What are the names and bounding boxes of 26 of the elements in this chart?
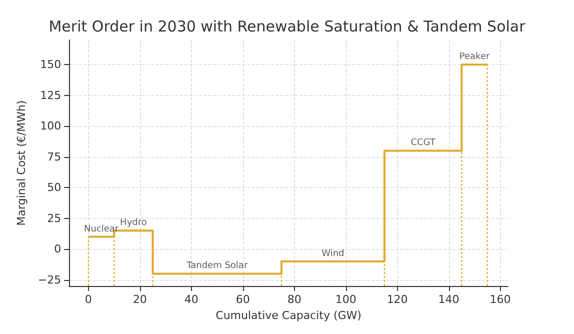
x-tick-label: 0 xyxy=(84,293,92,306)
annotation: Peaker xyxy=(459,52,490,62)
x-tick-label: 160 xyxy=(490,293,511,306)
y-axis-title: Marginal Cost (€/MWh) xyxy=(15,100,28,226)
annotation: Nuclear xyxy=(84,224,119,234)
y-tick-label: 125 xyxy=(40,88,62,102)
x-tick-label: 60 xyxy=(236,293,250,306)
y-tick-label: 25 xyxy=(47,212,62,225)
x-axis-title: Cumulative Capacity (GW) xyxy=(216,308,362,322)
annotation: CCGT xyxy=(410,138,436,148)
y-tick-label: 150 xyxy=(40,58,62,72)
y-tick-label: 100 xyxy=(40,120,62,133)
x-tick-label: 100 xyxy=(335,293,356,306)
x-tick-label: 80 xyxy=(287,293,302,306)
x-tick-label: 120 xyxy=(386,293,408,306)
y-tick-label: −25 xyxy=(38,273,62,286)
x-tick-label: 40 xyxy=(184,293,198,306)
x-tick-label: 20 xyxy=(132,293,147,306)
chart-title: Merit Order in 2030 with Renewable Saturation & Tandem Solar xyxy=(48,18,526,36)
annotation: Hydro xyxy=(120,218,148,228)
y-tick-label: 0 xyxy=(54,242,62,256)
annotation: Wind xyxy=(322,248,344,259)
x-tick-label: 140 xyxy=(438,293,460,306)
annotation: Tandem Solar xyxy=(186,261,248,272)
y-tick-label: 50 xyxy=(47,181,62,194)
y-tick-label: 75 xyxy=(47,150,62,164)
